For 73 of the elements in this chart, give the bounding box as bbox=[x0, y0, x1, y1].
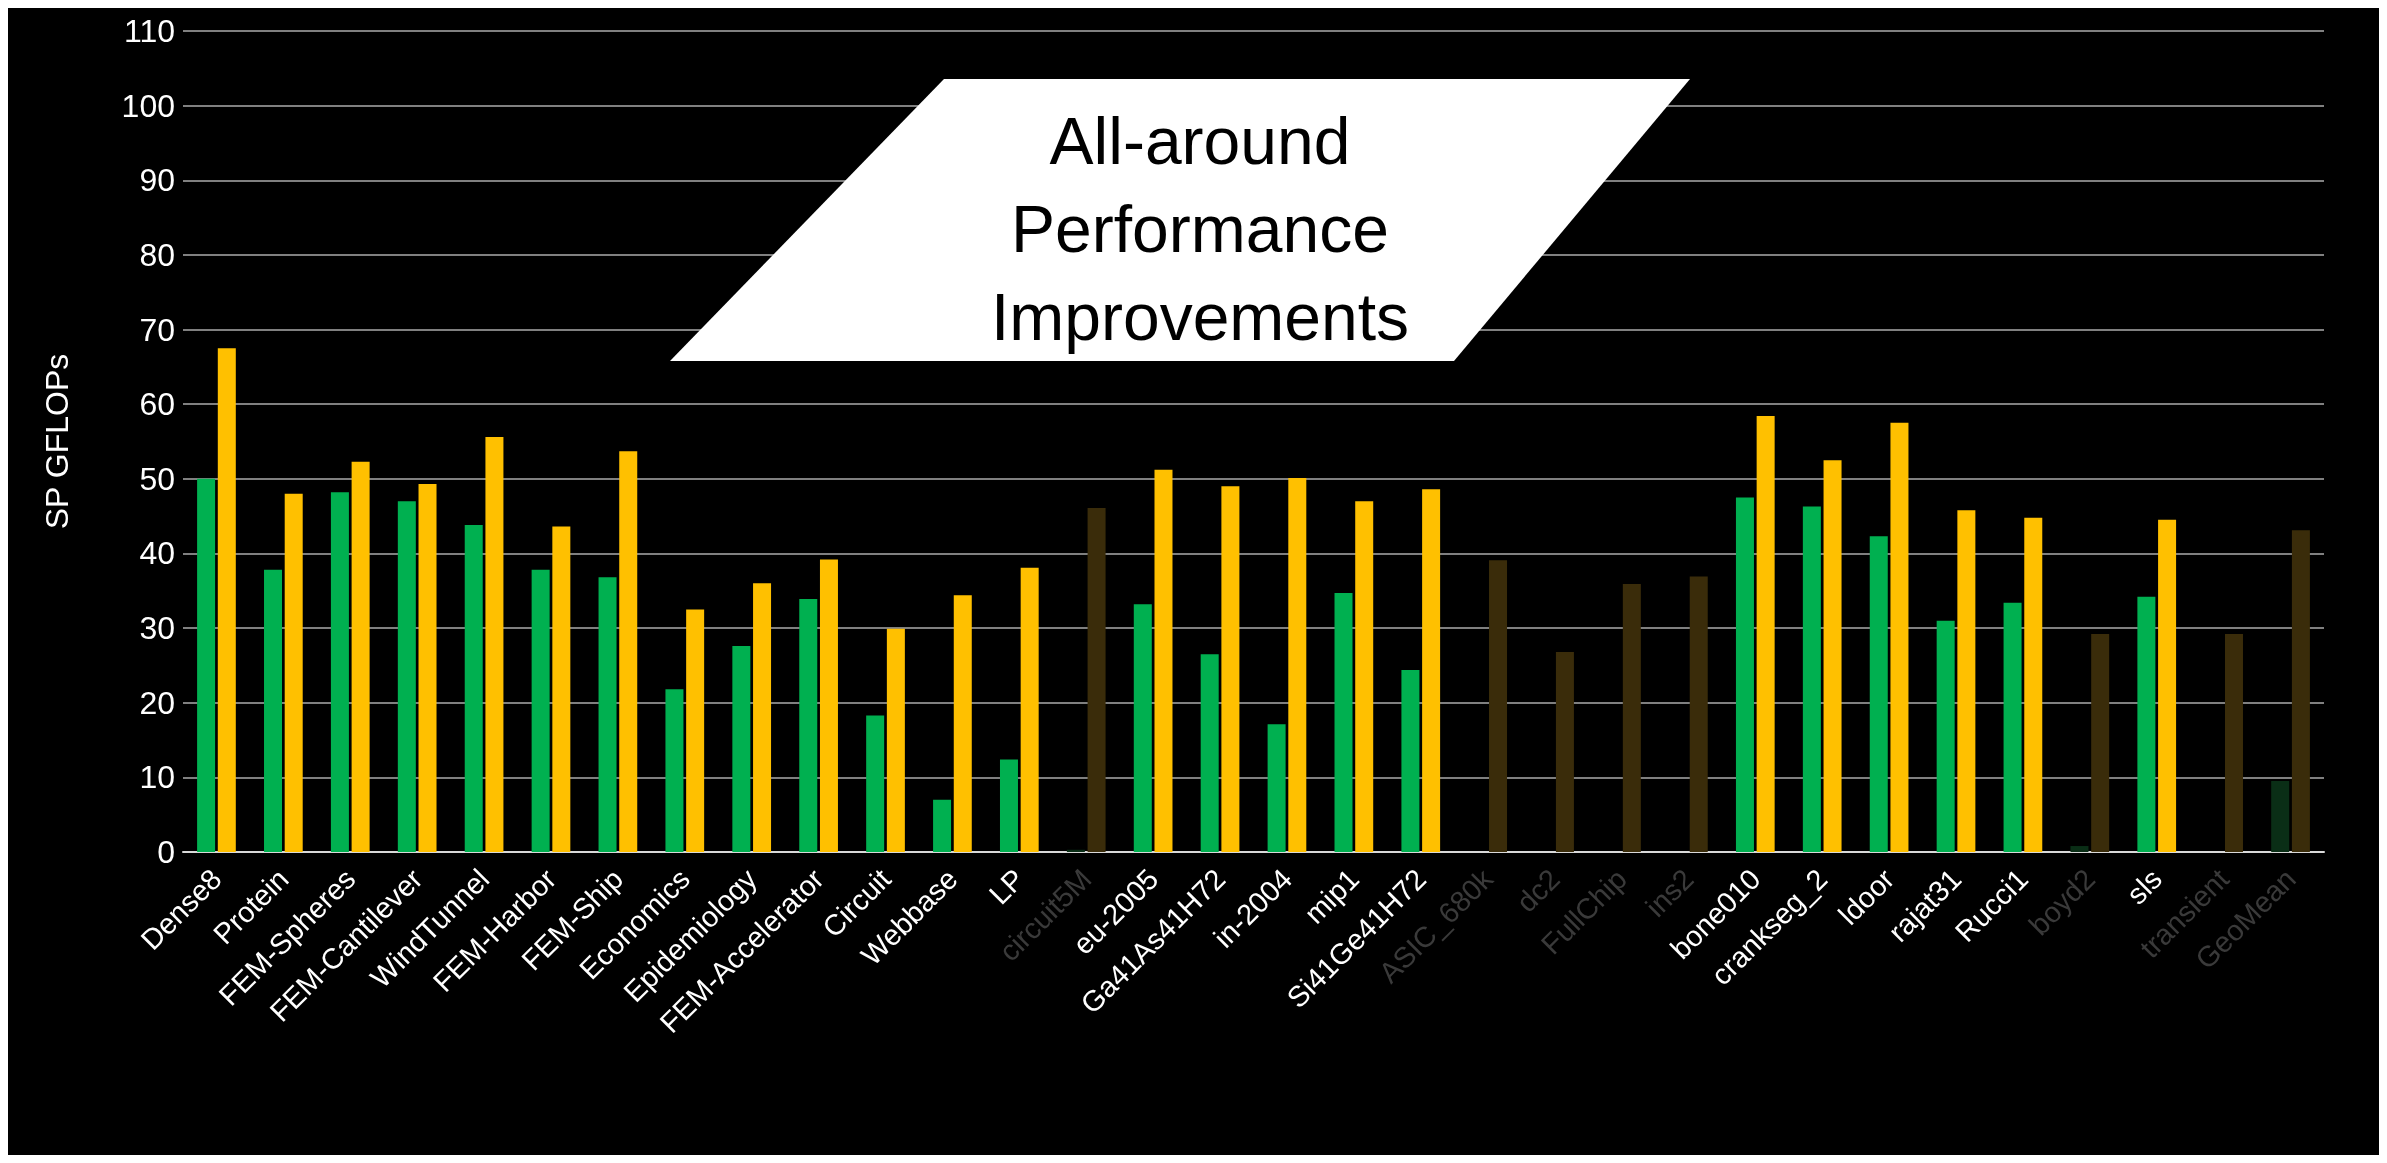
y-tick-label: 20 bbox=[139, 684, 175, 721]
y-tick-label: 30 bbox=[139, 610, 175, 647]
bar bbox=[1267, 724, 1286, 852]
bar bbox=[866, 715, 885, 852]
bar bbox=[598, 577, 617, 852]
bar bbox=[732, 646, 751, 852]
bar bbox=[1890, 422, 1909, 852]
bar bbox=[999, 759, 1018, 852]
bar bbox=[1689, 576, 1708, 852]
bar bbox=[2271, 781, 2290, 852]
bar bbox=[1489, 560, 1508, 852]
bar bbox=[217, 348, 236, 852]
bar bbox=[1020, 567, 1039, 852]
bar bbox=[1087, 507, 1106, 852]
y-tick-label: 40 bbox=[139, 535, 175, 572]
y-tick-label: 100 bbox=[121, 87, 175, 124]
y-tick-label: 110 bbox=[123, 13, 175, 49]
bar bbox=[2137, 596, 2156, 852]
bar bbox=[2291, 530, 2310, 852]
bar bbox=[1401, 669, 1420, 852]
bar bbox=[2158, 519, 2177, 852]
bar bbox=[1133, 604, 1152, 852]
y-tick-label: 50 bbox=[139, 460, 175, 497]
bar bbox=[2091, 634, 2110, 852]
bar bbox=[2024, 517, 2043, 852]
bar bbox=[2003, 602, 2022, 852]
y-tick-label: 80 bbox=[139, 236, 175, 273]
bar bbox=[1422, 489, 1441, 852]
bar bbox=[1622, 584, 1641, 852]
bar bbox=[264, 569, 283, 852]
bar bbox=[531, 569, 550, 852]
y-tick-label: 0 bbox=[157, 834, 175, 870]
bar bbox=[1066, 849, 1085, 852]
bar bbox=[665, 689, 684, 852]
bar bbox=[1802, 506, 1821, 852]
bar bbox=[552, 526, 571, 852]
bar bbox=[1869, 536, 1888, 852]
bar bbox=[1756, 416, 1775, 852]
bar bbox=[284, 493, 303, 852]
bar bbox=[351, 461, 370, 852]
y-tick-label: 90 bbox=[139, 162, 175, 199]
bar bbox=[197, 478, 216, 852]
bar bbox=[1936, 620, 1955, 852]
bar bbox=[1154, 469, 1173, 852]
bar bbox=[953, 595, 972, 852]
bar bbox=[1555, 651, 1574, 852]
bar bbox=[799, 598, 818, 852]
bar bbox=[2224, 634, 2243, 852]
bar bbox=[686, 609, 705, 852]
y-axis-title: SP GFLOPs bbox=[39, 353, 75, 530]
bar bbox=[464, 525, 483, 852]
bar bbox=[1355, 501, 1374, 852]
bar bbox=[2070, 846, 2089, 852]
bar bbox=[819, 559, 838, 852]
bar bbox=[1200, 654, 1219, 852]
bar bbox=[753, 583, 772, 852]
bar bbox=[886, 628, 905, 852]
y-tick-label: 70 bbox=[139, 311, 175, 348]
bar bbox=[619, 451, 638, 852]
bar bbox=[1334, 593, 1353, 852]
annotation: All-around Performance Improvements bbox=[989, 103, 1411, 356]
bar bbox=[397, 501, 416, 852]
y-tick-label: 60 bbox=[139, 386, 175, 423]
bar bbox=[1221, 486, 1240, 852]
bar bbox=[1288, 478, 1307, 852]
bar bbox=[1735, 497, 1754, 852]
y-tick-label: 10 bbox=[139, 759, 175, 796]
bar bbox=[933, 799, 952, 852]
bar bbox=[330, 492, 349, 852]
bar bbox=[418, 484, 437, 852]
bar bbox=[1957, 510, 1976, 852]
bar bbox=[1823, 460, 1842, 852]
bar bbox=[485, 437, 504, 852]
